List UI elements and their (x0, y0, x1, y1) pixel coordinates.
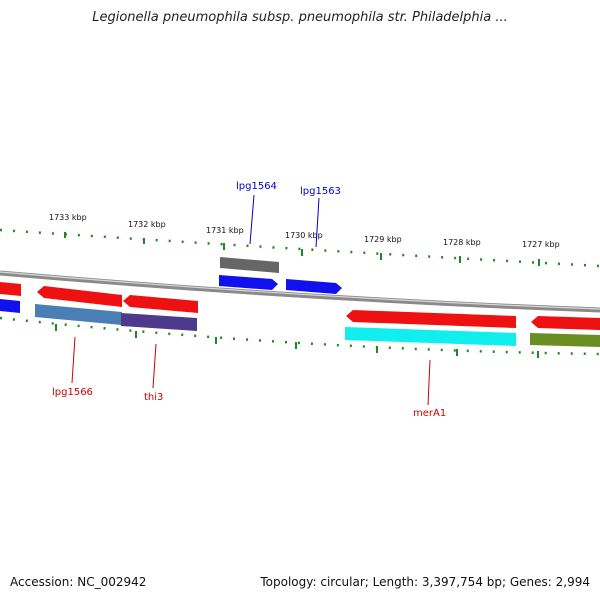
gene-label-lpg1566[interactable]: lpg1566 (52, 387, 93, 398)
leader-line-thi3 (152, 343, 157, 389)
gene-feature-lpg1566[interactable] (37, 286, 122, 307)
gene-feature-cyan[interactable] (345, 327, 516, 346)
tick-label-1727: 1727 kbp (522, 240, 560, 249)
tick-label-1732: 1732 kbp (128, 220, 166, 229)
gene-label-lpg1564[interactable]: lpg1564 (236, 181, 277, 192)
gene-feature-gray[interactable] (220, 257, 279, 273)
tick-label-1733: 1733 kbp (49, 213, 87, 222)
gene-feature-merA1[interactable] (346, 310, 516, 328)
gene-label-thi3[interactable]: thi3 (144, 392, 163, 403)
leader-line-lpg1566 (71, 336, 76, 384)
upper-tick-row (0, 228, 600, 268)
gene-feature-left-red[interactable] (0, 282, 21, 296)
major-ticks-lower (55, 324, 539, 358)
summary-text: Topology: circular; Length: 3,397,754 bp… (260, 575, 590, 589)
tick-label-1728: 1728 kbp (443, 238, 481, 247)
leader-line-merA1 (427, 359, 431, 406)
gene-feature-olive[interactable] (530, 333, 600, 347)
major-ticks-upper (64, 232, 540, 266)
genome-backbone (0, 270, 600, 313)
gene-feature-left-blue[interactable] (0, 299, 20, 313)
gene-feature-lpg1563[interactable] (286, 279, 342, 294)
gene-feature-lpg1564[interactable] (219, 275, 278, 290)
gene-feature-steelblue[interactable] (35, 304, 122, 325)
gene-feature-right-red[interactable] (531, 316, 600, 330)
accession-text: Accession: NC_002942 (10, 575, 147, 589)
leader-line-lpg1563 (315, 197, 320, 248)
tick-label-1731: 1731 kbp (206, 226, 244, 235)
gene-label-lpg1563[interactable]: lpg1563 (300, 186, 341, 197)
tick-label-1730: 1730 kbp (285, 231, 323, 240)
gene-label-merA1[interactable]: merA1 (413, 408, 446, 419)
gene-feature-thi3[interactable] (123, 295, 198, 313)
leader-line-lpg1564 (249, 194, 255, 245)
tick-label-1729: 1729 kbp (364, 235, 402, 244)
gene-feature-purple[interactable] (121, 313, 197, 331)
map-title: Legionella pneumophila subsp. pneumophil… (92, 10, 508, 25)
